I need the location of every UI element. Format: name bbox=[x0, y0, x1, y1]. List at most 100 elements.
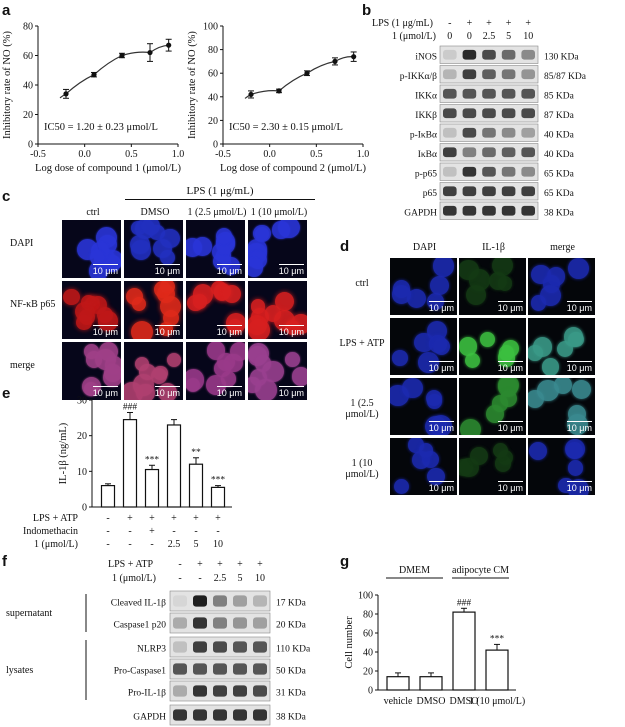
blot-band bbox=[233, 685, 247, 697]
cell-nucleus bbox=[528, 389, 544, 408]
scale-bar: 10 μm bbox=[216, 386, 243, 398]
cell-nucleus bbox=[393, 478, 409, 494]
cell-nucleus bbox=[152, 239, 173, 259]
lps-label: LPS + ATP bbox=[108, 559, 154, 570]
x-tick-label: -0.5 bbox=[215, 149, 231, 160]
data-point bbox=[147, 49, 153, 56]
lps-value: + bbox=[217, 559, 223, 570]
condition-value: 10 bbox=[213, 539, 223, 550]
micrograph: 10 μm bbox=[390, 378, 457, 435]
blot-band bbox=[443, 69, 457, 80]
blot-band bbox=[521, 166, 535, 177]
scale-bar: 10 μm bbox=[566, 481, 593, 493]
cell-nucleus bbox=[253, 224, 271, 243]
blot-band bbox=[501, 127, 516, 138]
blot-band bbox=[443, 205, 457, 216]
blot-band bbox=[501, 166, 516, 177]
condition-value: + bbox=[171, 513, 177, 524]
kda-label: 20 KDa bbox=[276, 621, 307, 631]
micrograph: 10 μm bbox=[62, 220, 121, 278]
bar bbox=[210, 486, 226, 508]
micrograph: 10 μm bbox=[186, 220, 245, 278]
blot-band bbox=[193, 685, 207, 697]
micrograph: 10 μm bbox=[459, 438, 526, 495]
lps-value: + bbox=[197, 559, 203, 570]
cell-nucleus bbox=[566, 414, 588, 435]
cell-nucleus bbox=[530, 264, 551, 285]
blot-band bbox=[482, 49, 496, 60]
y-tick-label: 20 bbox=[23, 110, 33, 121]
y-tick-label: 60 bbox=[363, 629, 373, 640]
y-tick-label: 0 bbox=[368, 686, 373, 697]
blot-band bbox=[501, 186, 516, 197]
cell-nucleus bbox=[427, 467, 445, 486]
panel-f-western-blot: LPS + ATP 1 (μmol/L) - + + + + - - 2.5 5 10 Cleaved … bbox=[6, 559, 311, 726]
kda-label: 38 KDa bbox=[544, 208, 575, 218]
condition-value: + bbox=[149, 526, 155, 537]
cell-nucleus bbox=[136, 383, 155, 400]
blot-band bbox=[482, 186, 496, 197]
condition-value: - bbox=[128, 539, 131, 550]
dose-value: 0 bbox=[467, 31, 472, 42]
cell-nucleus bbox=[418, 442, 434, 458]
blot-band bbox=[193, 617, 207, 629]
blot-band bbox=[443, 166, 457, 177]
protein-label: Pro-Caspase1 bbox=[114, 667, 166, 677]
cell-nucleus bbox=[229, 342, 245, 362]
bar bbox=[122, 419, 138, 508]
column-label: 1 (10 μmol/L) bbox=[250, 207, 308, 218]
scale-bar: 10 μm bbox=[428, 301, 455, 313]
blot-band bbox=[253, 617, 267, 629]
dose-label: 1 (μmol/L) bbox=[392, 31, 436, 42]
blot-band bbox=[193, 709, 207, 721]
protein-label: p-p65 bbox=[415, 169, 437, 179]
blot-band bbox=[521, 127, 535, 138]
cell-nucleus bbox=[134, 356, 150, 372]
cell-nucleus bbox=[83, 382, 98, 397]
x-tick-label: 0.0 bbox=[78, 149, 91, 160]
scale-bar: 10 μm bbox=[92, 264, 119, 276]
cell-nucleus bbox=[130, 235, 150, 255]
blot-band bbox=[173, 685, 187, 697]
dose-value: 5 bbox=[506, 31, 511, 42]
condition-value: 2.5 bbox=[168, 539, 181, 550]
scale-bar: 10 μm bbox=[154, 386, 181, 398]
row-label: NF-κB p65 bbox=[10, 299, 56, 310]
y-tick-label: 60 bbox=[23, 51, 33, 62]
blot-band bbox=[462, 205, 477, 216]
lps-value: - bbox=[448, 18, 451, 29]
protein-label: IKKα bbox=[415, 91, 437, 101]
cell-nucleus bbox=[492, 442, 509, 459]
column-label: 1 (2.5 μmol/L) bbox=[187, 207, 247, 218]
cell-nucleus bbox=[192, 294, 208, 309]
dose-value: - bbox=[178, 573, 181, 584]
cell-nucleus bbox=[432, 258, 455, 277]
blot-band bbox=[253, 595, 267, 607]
y-tick-label: 0 bbox=[213, 140, 218, 151]
scale-bar: 10 μm bbox=[154, 325, 181, 337]
row-label: LPS + ATP bbox=[339, 338, 385, 349]
cell-nucleus bbox=[250, 299, 265, 314]
y-tick-label: 30 bbox=[77, 396, 87, 407]
x-tick-label: 1.0 bbox=[172, 149, 185, 160]
blot-band bbox=[482, 127, 496, 138]
lps-value: + bbox=[486, 18, 492, 29]
panel-label-f: f bbox=[2, 553, 7, 570]
micrograph: 10 μm bbox=[459, 378, 526, 435]
row-label: merge bbox=[10, 360, 35, 371]
significance-label: *** bbox=[145, 455, 160, 465]
x-tick-label: 0.5 bbox=[310, 149, 323, 160]
y-tick-label: 20 bbox=[363, 667, 373, 678]
panel-b-western-blot: LPS (1 μg/mL) 1 (μmol/L) - + + + +0 0 2.5 5 10 iNOS… bbox=[372, 18, 587, 220]
protein-label: GAPDH bbox=[133, 713, 166, 723]
cell-nucleus bbox=[486, 405, 504, 423]
column-label: DMSO bbox=[140, 207, 170, 218]
blot-band bbox=[253, 663, 267, 675]
micrograph: 10 μm bbox=[186, 342, 245, 400]
condition-value: + bbox=[149, 513, 155, 524]
blot-band bbox=[521, 69, 535, 80]
panel-a-right-chart: 0 20 40 60 80 100 -0.5 0.0 0.5 1.0 IC50 = 2.30 ± 0… bbox=[187, 22, 369, 175]
blot-band bbox=[213, 595, 227, 607]
protein-label: GAPDH bbox=[404, 208, 437, 218]
